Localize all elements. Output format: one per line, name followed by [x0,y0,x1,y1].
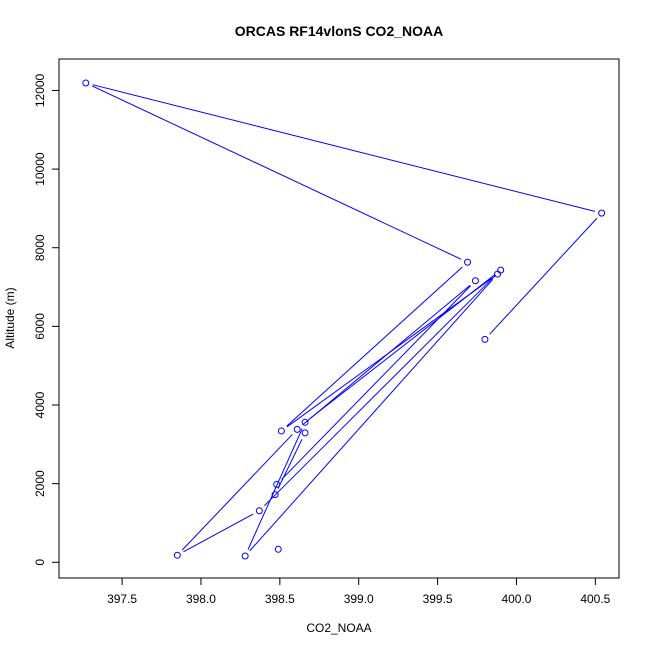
y-tick-label: 10000 [33,152,47,186]
data-point [301,418,309,426]
series-segment [302,284,471,426]
data-point [464,258,472,266]
plot-frame [58,58,620,579]
y-tick-label: 0 [33,559,47,566]
y-tick-label: 8000 [33,234,47,261]
series-segment [249,278,494,552]
y-axis-label: Altitude (m) [3,287,17,348]
series-segment [263,274,497,507]
series-co2 [82,79,606,560]
series-segment [247,428,303,550]
data-point [241,552,249,560]
x-tick-label: 400.5 [580,592,610,606]
series-segment [489,217,598,335]
y-tick-label: 6000 [33,313,47,340]
data-point [293,425,301,433]
data-point [598,209,606,217]
data-point [471,277,479,285]
x-axis-label: CO2_NOAA [306,621,371,635]
y-tick-label: 4000 [33,391,47,418]
series-segment [310,274,496,419]
series-segment [92,84,595,212]
x-tick-label: 398.0 [186,592,216,606]
data-point [173,551,181,559]
series-segment [286,266,463,427]
x-tick-label: 399.5 [423,592,453,606]
series-segment [91,85,462,260]
data-point [494,270,502,278]
data-point [271,491,279,499]
x-tick-label: 400.0 [501,592,531,606]
series-segment [281,285,471,480]
data-point [273,480,281,488]
x-tick-label: 399.0 [344,592,374,606]
y-tick-label: 2000 [33,470,47,497]
x-tick-label: 397.5 [107,592,137,606]
data-point [255,507,263,515]
x-tick-label: 398.5 [265,592,295,606]
data-point [274,545,282,553]
y-tick-label: 12000 [33,73,47,107]
data-point [82,79,90,87]
chart-title: ORCAS RF14vlonS CO2_NOAA [235,23,443,39]
data-point [497,266,505,274]
data-point [301,429,309,437]
series-segment [183,513,254,553]
data-point [481,335,489,343]
series-segment [181,434,293,551]
y-axis: 0 2000 4000 6000 8000 10000 12000 [33,73,60,566]
series-segment [277,438,303,489]
x-axis: 397.5 398.0 398.5 399.0 399.5 400.0 400.5 [107,577,611,606]
data-point [277,427,285,435]
